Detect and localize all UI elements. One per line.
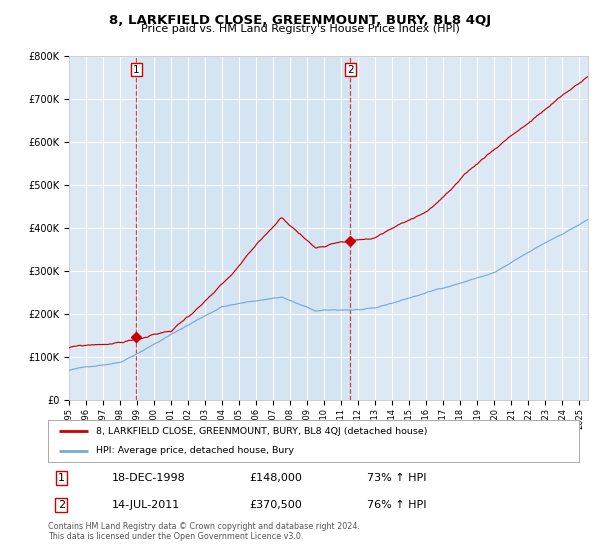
Text: £148,000: £148,000 <box>250 473 302 483</box>
Text: 8, LARKFIELD CLOSE, GREENMOUNT, BURY, BL8 4QJ: 8, LARKFIELD CLOSE, GREENMOUNT, BURY, BL… <box>109 14 491 27</box>
Text: 2: 2 <box>347 64 354 74</box>
Text: Price paid vs. HM Land Registry's House Price Index (HPI): Price paid vs. HM Land Registry's House … <box>140 24 460 34</box>
Text: 73% ↑ HPI: 73% ↑ HPI <box>367 473 426 483</box>
Bar <box>136 56 350 400</box>
Text: 8, LARKFIELD CLOSE, GREENMOUNT, BURY, BL8 4QJ (detached house): 8, LARKFIELD CLOSE, GREENMOUNT, BURY, BL… <box>96 427 427 436</box>
Text: 18-DEC-1998: 18-DEC-1998 <box>112 473 185 483</box>
Text: 14-JUL-2011: 14-JUL-2011 <box>112 500 180 510</box>
Text: 1: 1 <box>133 64 140 74</box>
Text: Contains HM Land Registry data © Crown copyright and database right 2024.
This d: Contains HM Land Registry data © Crown c… <box>48 522 360 542</box>
Text: HPI: Average price, detached house, Bury: HPI: Average price, detached house, Bury <box>96 446 294 455</box>
Text: £370,500: £370,500 <box>250 500 302 510</box>
Text: 2: 2 <box>58 500 65 510</box>
Text: 76% ↑ HPI: 76% ↑ HPI <box>367 500 426 510</box>
Text: 1: 1 <box>58 473 65 483</box>
